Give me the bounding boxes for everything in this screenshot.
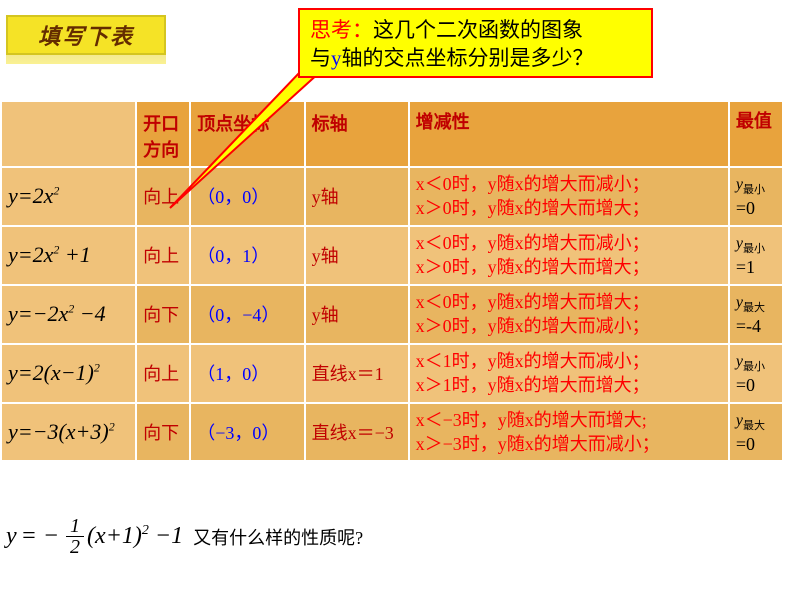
mono-line: x＞0时，y随x的增大而增大；	[416, 255, 722, 279]
direction-cell: 向下	[136, 403, 190, 462]
vertex-cell: （0，0）	[190, 167, 304, 226]
formula-cell: y=2x2 +1	[8, 242, 91, 267]
mono-cell: x＜0时，y随x的增大而减小； x＞0时，y随x的增大而增大；	[409, 226, 729, 285]
header-monotonicity: 增减性	[409, 101, 729, 167]
extreme-cell: y最小 =1	[729, 226, 783, 285]
ext-val: =0	[736, 198, 755, 218]
vertex-cell: （0，1）	[190, 226, 304, 285]
bottom-formula-math: y = − 1 2 (x+1)2 −1	[6, 516, 183, 557]
ext-val: =1	[736, 257, 755, 277]
ext-val: =0	[736, 375, 755, 395]
extreme-cell: y最小 =0	[729, 167, 783, 226]
bottom-question: y = − 1 2 (x+1)2 −1 又有什么样的性质呢?	[6, 516, 363, 557]
callout-prefix: 思考：	[310, 18, 373, 42]
callout-text-1: 这几个二次函数的图象	[373, 18, 583, 42]
mono-cell: x＜1时，y随x的增大而减小； x＞1时，y随x的增大而增大；	[409, 344, 729, 403]
table-row: y=−2x2 −4 向下 （0，−4） y轴 x＜0时，y随x的增大而增大； x…	[1, 285, 783, 344]
vertex-cell: （−3，0）	[190, 403, 304, 462]
formula-cell: y=2(x−1)2	[8, 360, 100, 385]
direction-cell: 向上	[136, 344, 190, 403]
vertex-cell: （0，−4）	[190, 285, 304, 344]
thought-callout: 思考：这几个二次函数的图象 与y轴的交点坐标分别是多少？	[298, 8, 653, 78]
table-header-row: 开口方向 顶点坐标 标轴 增减性 最值	[1, 101, 783, 167]
formula-cell: y=−2x2 −4	[8, 301, 106, 326]
mono-cell: x＜0时，y随x的增大而增大； x＞0时，y随x的增大而减小；	[409, 285, 729, 344]
header-extreme: 最值	[729, 101, 783, 167]
mono-line: x＞0时，y随x的增大而增大；	[416, 196, 722, 220]
properties-table: 开口方向 顶点坐标 标轴 增减性 最值 y=2x2 向上 （0，0） y轴 x＜…	[0, 100, 784, 462]
mono-line: x＞0时，y随x的增大而减小；	[416, 314, 722, 338]
axis-cell: 直线x＝1	[305, 344, 409, 403]
frac-den: 2	[66, 537, 84, 557]
table-row: y=−3(x+3)2 向下 （−3，0） 直线x＝−3 x＜−3时，y随x的增大…	[1, 403, 783, 462]
mono-line: x＜0时，y随x的增大而增大；	[416, 290, 722, 314]
callout-text-2a: 与	[310, 46, 331, 70]
mono-line: x＜0时，y随x的增大而减小；	[416, 231, 722, 255]
header-axis: 标轴	[305, 101, 409, 167]
axis-cell: y轴	[305, 167, 409, 226]
axis-cell: y轴	[305, 285, 409, 344]
ext-val: =-4	[736, 316, 761, 336]
direction-cell: 向上	[136, 167, 190, 226]
formula-cell: y=−3(x+3)2	[8, 419, 115, 444]
mono-cell: x＜−3时，y随x的增大而增大; x＞−3时，y随x的增大而减小；	[409, 403, 729, 462]
mono-line: x＜0时，y随x的增大而减小；	[416, 172, 722, 196]
header-direction: 开口方向	[136, 101, 190, 167]
math-y: y	[6, 523, 17, 550]
mono-line: x＜1时，y随x的增大而减小；	[416, 349, 722, 373]
axis-cell: 直线x＝−3	[305, 403, 409, 462]
mono-line: x＜−3时，y随x的增大而增大;	[416, 408, 722, 432]
vertex-cell: （1，0）	[190, 344, 304, 403]
extreme-cell: y最大 =0	[729, 403, 783, 462]
callout-text-2b: 轴的交点坐标分别是多少？	[342, 46, 594, 70]
callout-y: y	[331, 46, 342, 70]
extreme-cell: y最大 =-4	[729, 285, 783, 344]
frac-num: 1	[66, 516, 84, 537]
table-row: y=2(x−1)2 向上 （1，0） 直线x＝1 x＜1时，y随x的增大而减小；…	[1, 344, 783, 403]
header-vertex: 顶点坐标	[190, 101, 304, 167]
page-title: 填写下表	[6, 15, 166, 55]
mono-cell: x＜0时，y随x的增大而减小； x＞0时，y随x的增大而增大；	[409, 167, 729, 226]
fraction-icon: 1 2	[66, 516, 84, 557]
mono-line: x＞1时，y随x的增大而增大；	[416, 373, 722, 397]
mono-line: x＞−3时，y随x的增大而减小；	[416, 432, 722, 456]
question-label: 又有什么样的性质呢?	[193, 524, 363, 550]
direction-cell: 向上	[136, 226, 190, 285]
table-row: y=2x2 向上 （0，0） y轴 x＜0时，y随x的增大而减小； x＞0时，y…	[1, 167, 783, 226]
table-row: y=2x2 +1 向上 （0，1） y轴 x＜0时，y随x的增大而减小； x＞0…	[1, 226, 783, 285]
direction-cell: 向下	[136, 285, 190, 344]
ext-val: =0	[736, 434, 755, 454]
formula-cell: y=2x2	[8, 183, 59, 208]
extreme-cell: y最小 =0	[729, 344, 783, 403]
axis-cell: y轴	[305, 226, 409, 285]
header-formula	[1, 101, 136, 167]
